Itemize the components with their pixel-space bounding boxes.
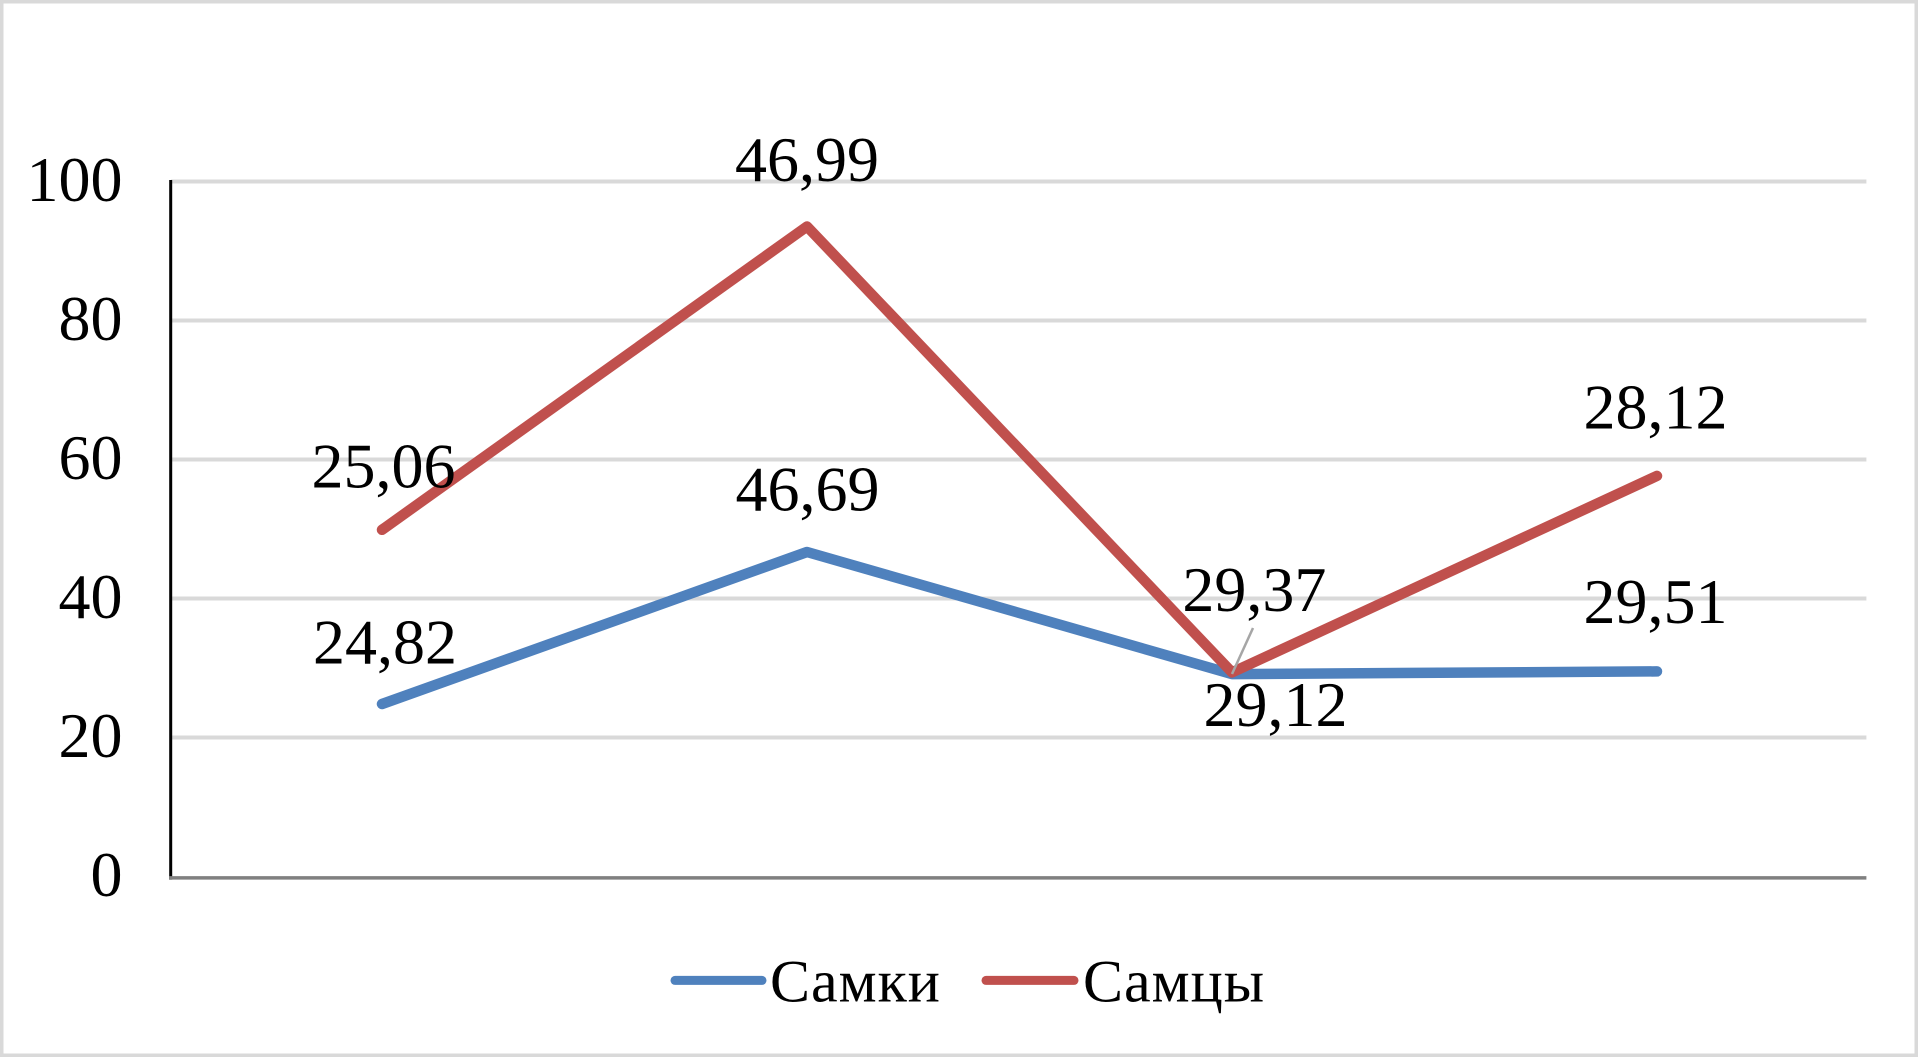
svg-text:80: 80 — [59, 283, 123, 354]
svg-text:Самцы: Самцы — [1083, 949, 1265, 1015]
svg-text:29,12: 29,12 — [1204, 669, 1348, 740]
svg-text:60: 60 — [59, 422, 123, 493]
svg-text:20: 20 — [59, 700, 123, 771]
svg-text:0: 0 — [91, 839, 123, 910]
svg-text:46,69: 46,69 — [736, 453, 880, 524]
svg-text:Самки: Самки — [770, 949, 941, 1015]
svg-text:46,99: 46,99 — [735, 124, 879, 195]
svg-text:29,51: 29,51 — [1584, 566, 1728, 637]
svg-text:28,12: 28,12 — [1584, 371, 1728, 442]
svg-text:100: 100 — [27, 144, 123, 215]
svg-text:29,37: 29,37 — [1182, 554, 1326, 625]
svg-text:24,82: 24,82 — [313, 607, 457, 678]
svg-text:25,06: 25,06 — [312, 431, 456, 502]
svg-text:40: 40 — [59, 561, 123, 632]
